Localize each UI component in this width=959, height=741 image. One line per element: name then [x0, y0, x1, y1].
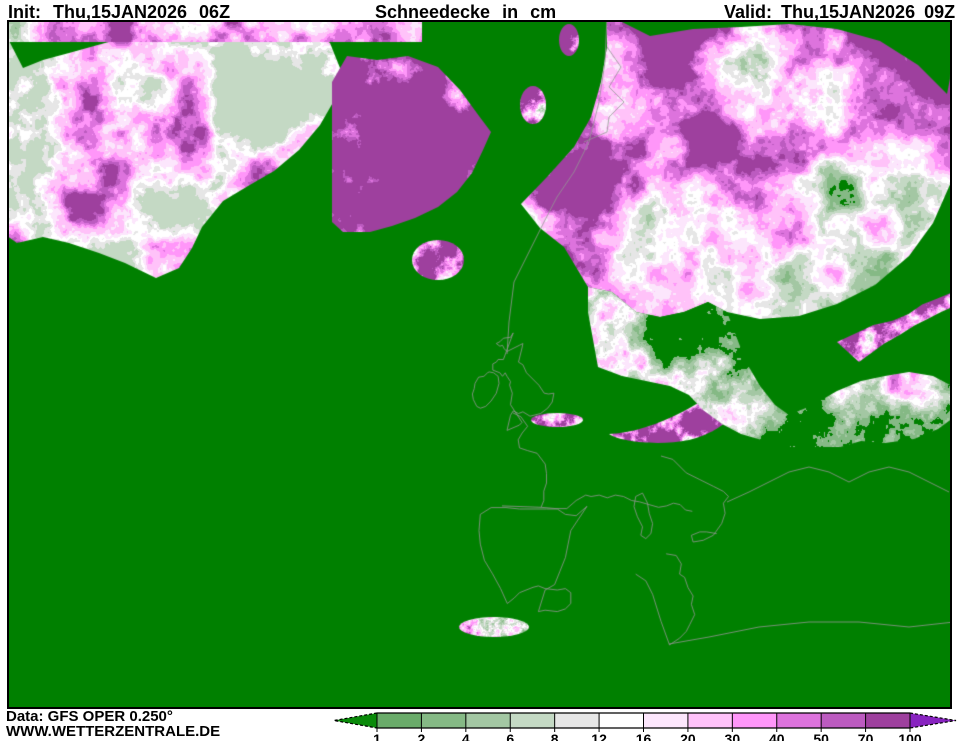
svg-text:8: 8 [551, 731, 559, 741]
svg-text:100: 100 [898, 731, 922, 741]
svg-text:20: 20 [680, 731, 696, 741]
svg-text:50: 50 [813, 731, 829, 741]
svg-text:40: 40 [769, 731, 785, 741]
svg-text:4: 4 [462, 731, 470, 741]
svg-text:2: 2 [418, 731, 426, 741]
svg-text:30: 30 [725, 731, 741, 741]
svg-text:6: 6 [506, 731, 514, 741]
svg-text:1: 1 [373, 731, 381, 741]
svg-text:70: 70 [858, 731, 874, 741]
svg-text:16: 16 [636, 731, 652, 741]
svg-text:12: 12 [591, 731, 607, 741]
